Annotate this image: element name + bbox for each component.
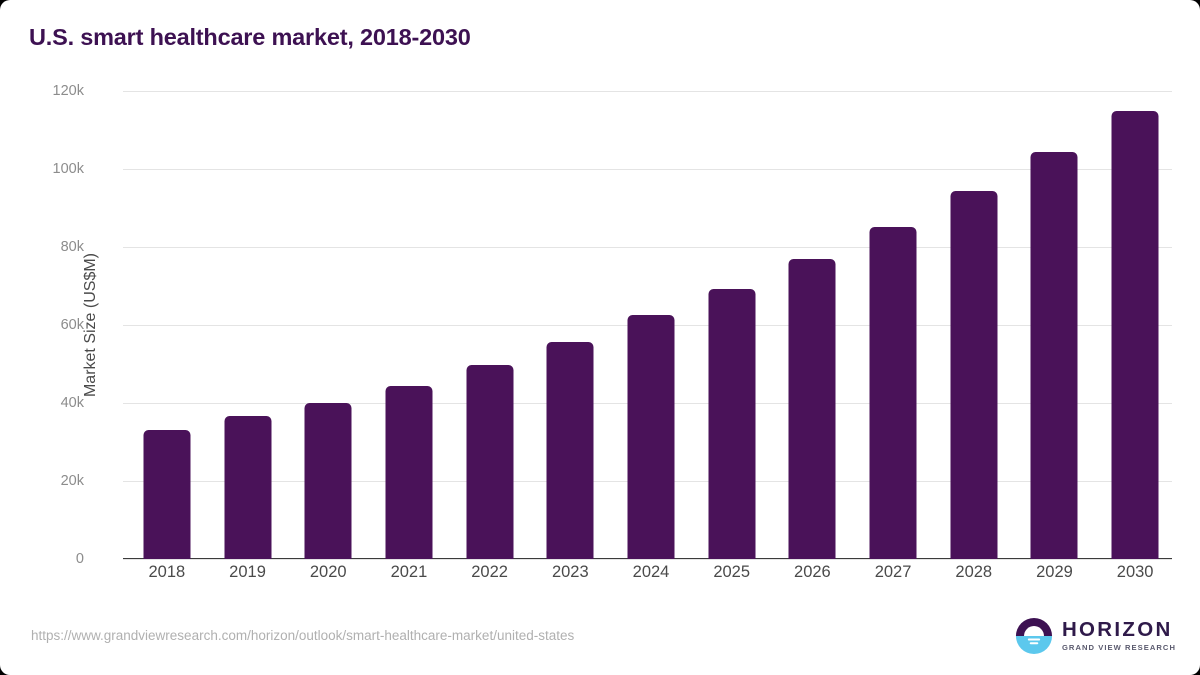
y-tick-label: 80k <box>60 239 84 255</box>
horizon-logo[interactable]: HORIZON GRAND VIEW RESEARCH <box>1015 617 1176 655</box>
x-tick-label: 2021 <box>390 563 428 581</box>
bar-slot <box>611 91 692 559</box>
source-url[interactable]: https://www.grandviewresearch.com/horizo… <box>31 628 575 643</box>
plot-area: Market Size (US$M) 0 20k 40k 60k 80k 100k 120k… <box>53 83 1172 581</box>
x-tick-label: 2024 <box>632 563 670 581</box>
y-tick-label: 40k <box>60 395 84 411</box>
logo-text: HORIZON GRAND VIEW RESEARCH <box>1062 620 1176 651</box>
horizon-logo-icon <box>1015 617 1053 655</box>
bar-slot <box>691 91 772 559</box>
page-title: U.S. smart healthcare market, 2018-2030 <box>29 24 471 50</box>
x-tick-label: 2027 <box>874 563 912 581</box>
x-tick-label: 2030 <box>1116 563 1154 581</box>
bar-slot <box>1014 91 1095 559</box>
x-tick-label: 2029 <box>1036 563 1073 581</box>
y-tick-label: 100k <box>52 161 84 177</box>
gridline <box>123 91 1172 92</box>
bar-slot <box>853 91 934 559</box>
bar[interactable] <box>708 289 756 559</box>
x-tick-label: 2025 <box>713 563 751 581</box>
bar[interactable] <box>869 227 917 559</box>
x-tick-label: 2019 <box>229 563 266 581</box>
bar[interactable] <box>385 385 433 559</box>
bar[interactable] <box>788 259 836 559</box>
bar-slot <box>288 91 369 559</box>
bar[interactable] <box>143 429 191 559</box>
gridline <box>123 247 1172 248</box>
y-tick-label: 20k <box>60 473 84 489</box>
bar[interactable] <box>304 403 352 559</box>
bar-slot <box>772 91 853 559</box>
logo-name: HORIZON <box>1061 618 1173 642</box>
logo-tagline: GRAND VIEW RESEARCH <box>1061 642 1176 652</box>
bar-slot <box>449 91 530 559</box>
bar[interactable] <box>1111 110 1159 559</box>
bar[interactable] <box>224 415 272 559</box>
bar[interactable] <box>466 365 514 559</box>
bar-slot <box>127 91 208 559</box>
bar-slot <box>207 91 288 559</box>
y-tick-label: 0 <box>75 551 84 567</box>
bar-slot <box>1095 91 1176 559</box>
bar-slot <box>369 91 450 559</box>
x-tick-label: 2022 <box>471 563 508 581</box>
y-axis-label: Market Size (US$M) <box>82 252 99 398</box>
bar-slot <box>933 91 1014 559</box>
y-tick-label: 60k <box>60 317 84 333</box>
x-tick-label: 2028 <box>955 563 993 581</box>
bar[interactable] <box>950 190 998 559</box>
x-tick-label: 2018 <box>148 563 186 581</box>
x-tick-label: 2023 <box>551 563 589 581</box>
x-tick-label: 2026 <box>794 563 831 581</box>
x-tick-label: 2020 <box>309 563 347 581</box>
bar[interactable] <box>546 341 594 559</box>
y-tick-label: 120k <box>52 83 84 99</box>
bar[interactable] <box>1030 152 1078 559</box>
bar-slot <box>530 91 611 559</box>
gridline <box>123 559 1172 560</box>
bar[interactable] <box>627 315 675 559</box>
gridline <box>123 169 1172 170</box>
